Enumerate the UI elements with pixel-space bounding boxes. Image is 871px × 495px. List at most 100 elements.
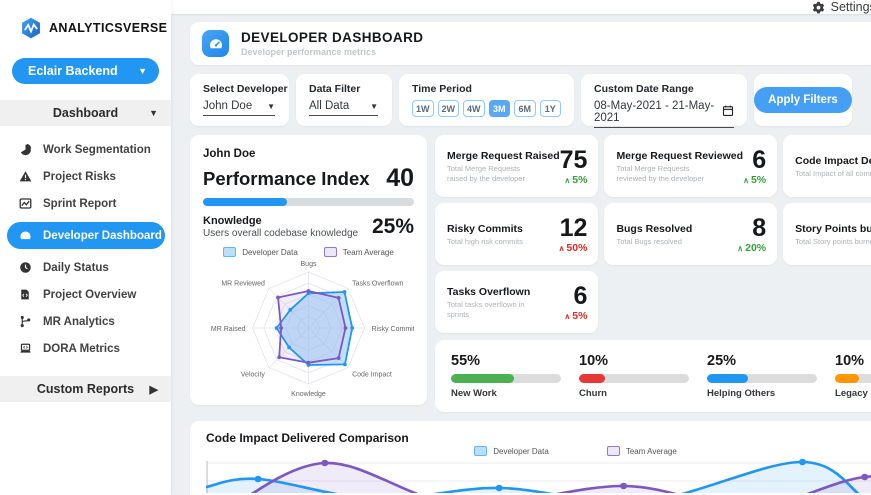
sidebar-item-label: Project Overview: [43, 288, 137, 301]
metric-subtitle: Total Merge Requests raised by the devel…: [447, 164, 525, 183]
warning-icon: [19, 170, 33, 184]
apply-filters-button[interactable]: Apply Filters: [754, 87, 852, 113]
breakdown-value: 25%: [707, 353, 737, 369]
performance-index-label: Performance Index: [203, 167, 370, 189]
breakdown-label: Legacy Refactor: [835, 388, 871, 399]
work-breakdown-card: 55% New Work 10% Churn 25% Helping Other…: [435, 340, 871, 412]
sidebar-item-work-segmentation[interactable]: Work Segmentation: [0, 136, 171, 163]
metric-delta: ∧ 5%: [564, 310, 588, 322]
apply-filters-card: Apply Filters: [754, 74, 852, 126]
middle-row: John Doe Performance Index 40 Knowledge …: [190, 135, 871, 412]
sidebar-nav: Work Segmentation Project Risks Sprint R…: [0, 136, 171, 362]
sidebar-item-mr-analytics[interactable]: MR Analytics: [0, 308, 171, 335]
laptop-icon: [19, 342, 33, 356]
developer-data-swatch: [474, 446, 488, 456]
sidebar-item-developer-dashboard[interactable]: Developer Dashboard: [7, 222, 165, 249]
sidebar-item-label: Developer Dashboard: [43, 229, 162, 242]
metric-card-risky-commits: Risky Commits Total high risk commits 12…: [435, 203, 599, 265]
comparison-card: Code Impact Delivered Comparison Develop…: [190, 421, 871, 495]
time-period-chips: 1W 2W 4W 3M 6M 1Y: [412, 100, 561, 117]
time-period-chip-1w[interactable]: 1W: [412, 100, 434, 117]
speedometer-icon: [202, 30, 229, 57]
line-chart-icon: [19, 197, 33, 211]
sidebar-item-dora-metrics[interactable]: DORA Metrics: [0, 335, 171, 362]
custom-reports-toggle[interactable]: Custom Reports ▶: [0, 376, 171, 402]
sidebar-item-label: Work Segmentation: [43, 143, 151, 156]
performance-index-bar: [203, 198, 414, 206]
date-range-card: Custom Date Range 08-May-2021 - 21-May-2…: [581, 74, 747, 128]
metric-card-bugs-resolved: Bugs Resolved Total Bugs resolved 8 ∧ 20%: [604, 203, 778, 265]
time-period-chip-1y[interactable]: 1Y: [539, 100, 561, 117]
metric-title: Merge Request Reviewed: [616, 150, 744, 163]
work-breakdown-new-work: 55% New Work: [451, 353, 561, 399]
metric-title: Merge Request Raised: [447, 150, 560, 163]
breakdown-bar: [451, 374, 561, 383]
settings-button[interactable]: Settings: [812, 0, 871, 14]
time-period-chip-3m[interactable]: 3M: [488, 100, 510, 117]
metric-delta: ∧ 50%: [558, 242, 588, 254]
breakdown-bar-fill: [835, 374, 860, 383]
sidebar-item-label: MR Analytics: [43, 315, 115, 328]
metric-value: 12: [559, 214, 588, 242]
breakdown-value: 10%: [579, 353, 609, 369]
page-header-card: DEVELOPER DASHBOARD Developer performanc…: [190, 22, 871, 65]
trend-up-icon: ∧: [737, 244, 744, 253]
chevron-down-icon: ▼: [370, 101, 378, 111]
legend-developer-data: Developer Data: [474, 446, 549, 456]
sidebar-item-daily-status[interactable]: Daily Status: [0, 254, 171, 281]
breakdown-label: Churn: [579, 388, 607, 399]
chevron-down-icon: ▼: [149, 108, 158, 118]
comparison-title: Code Impact Delivered Comparison: [206, 431, 409, 445]
trend-up-icon: ∧: [558, 244, 565, 253]
sidebar-item-sprint-report[interactable]: Sprint Report: [0, 190, 171, 217]
metric-card-merge-request-raised: Merge Request Raised Total Merge Request…: [435, 135, 599, 197]
time-period-chip-4w[interactable]: 4W: [463, 100, 485, 117]
metric-subtitle: Total Merge Requests reviewed by the dev…: [616, 164, 704, 183]
data-filter-card: Data Filter All Data ▼: [296, 74, 392, 126]
legend-developer-data: Developer Data: [223, 247, 298, 257]
metrics-grid: Merge Request Raised Total Merge Request…: [435, 135, 871, 333]
legend-team-average: Team Average: [323, 247, 394, 257]
sidebar: ANALYTICSVERSE Eclair Backend ▼ Dashboar…: [0, 0, 171, 495]
time-period-chip-2w[interactable]: 2W: [437, 100, 459, 117]
brand-name: ANALYTICSVERSE: [49, 21, 168, 35]
metric-value: 75: [559, 146, 588, 174]
sidebar-item-project-overview[interactable]: Project Overview: [0, 281, 171, 308]
metric-subtitle: Total Impact of all commits: [795, 169, 871, 179]
metric-card-tasks-overflown: Tasks Overflown Total tasks overflown in…: [435, 271, 599, 333]
developer-filter-card: Select Developer John Doe ▼: [190, 74, 289, 126]
metric-title: Story Points burned: [795, 223, 871, 236]
data-filter-select[interactable]: All Data ▼: [309, 100, 378, 116]
topbar: Settings Logout: [171, 0, 871, 14]
breakdown-label: Helping Others: [707, 388, 776, 399]
svg-text:Tasks Overflown: Tasks Overflown: [352, 280, 403, 287]
speedometer-icon: [19, 229, 33, 243]
chevron-down-icon: ▼: [138, 66, 147, 76]
sidebar-item-label: DORA Metrics: [43, 342, 120, 355]
calendar-icon: [722, 104, 734, 120]
metric-card-story-points-burned: Story Points burned Total Story points b…: [783, 203, 871, 265]
project-selector[interactable]: Eclair Backend ▼: [12, 58, 159, 84]
file-code-icon: [19, 288, 33, 302]
svg-text:Knowledge: Knowledge: [291, 391, 326, 398]
metric-subtitle: Total Bugs resolved: [616, 237, 682, 247]
chevron-down-icon: ▼: [267, 101, 275, 111]
developer-select[interactable]: John Doe ▼: [203, 100, 275, 116]
metrics-column: Merge Request Raised Total Merge Request…: [435, 135, 871, 412]
main-area: Settings Logout DEVELOPER DASHBOARD Deve…: [171, 0, 871, 495]
data-filter-label: Data Filter: [309, 83, 361, 95]
svg-text:Code Impact: Code Impact: [352, 372, 392, 379]
time-period-chip-6m[interactable]: 6M: [514, 100, 536, 117]
date-range-input[interactable]: 08-May-2021 - 21-May-2021: [594, 100, 734, 128]
sidebar-item-label: Project Risks: [43, 170, 116, 183]
dashboard-section-toggle[interactable]: Dashboard ▼: [0, 100, 171, 126]
knowledge-value: 25%: [371, 215, 414, 238]
sidebar-item-project-risks[interactable]: Project Risks: [0, 163, 171, 190]
breakdown-bar-fill: [579, 374, 606, 383]
metric-delta: ∧ 20%: [737, 242, 767, 254]
performance-index-value: 40: [386, 164, 414, 192]
breakdown-value: 10%: [835, 353, 865, 369]
work-breakdown-legacy-refactor: 10% Legacy Refactor: [835, 353, 871, 399]
developer-name: John Doe: [203, 148, 256, 160]
